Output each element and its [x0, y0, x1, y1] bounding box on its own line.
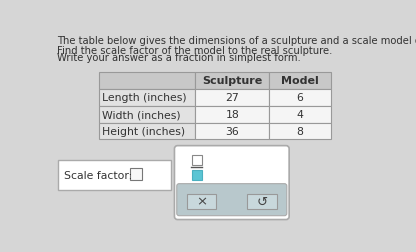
Bar	[191, 155, 202, 165]
Bar	[99, 72, 196, 89]
Bar	[99, 123, 196, 140]
Text: Scale factor:: Scale factor:	[64, 170, 132, 180]
Bar	[269, 123, 331, 140]
Bar	[269, 72, 331, 89]
Text: 8: 8	[297, 127, 303, 137]
Text: ×: ×	[196, 195, 207, 208]
Bar	[191, 170, 202, 180]
Text: Height (inches): Height (inches)	[102, 127, 186, 137]
Bar	[58, 161, 171, 190]
FancyBboxPatch shape	[174, 146, 289, 220]
Text: Write your answer as a fraction in simplest form.: Write your answer as a fraction in simpl…	[57, 53, 301, 63]
Text: Sculpture: Sculpture	[202, 76, 262, 86]
Text: Length (inches): Length (inches)	[102, 93, 187, 103]
Text: 18: 18	[225, 110, 239, 120]
Bar	[187, 194, 216, 209]
Bar	[99, 106, 196, 123]
Bar	[269, 89, 331, 106]
Bar	[196, 89, 269, 106]
Bar	[129, 168, 142, 181]
FancyBboxPatch shape	[177, 184, 287, 216]
Text: Model: Model	[281, 76, 319, 86]
Text: Width (inches): Width (inches)	[102, 110, 181, 120]
Bar	[269, 106, 331, 123]
Text: 36: 36	[225, 127, 239, 137]
Bar	[196, 106, 269, 123]
Bar	[196, 72, 269, 89]
Text: 27: 27	[225, 93, 239, 103]
Text: 4: 4	[297, 110, 303, 120]
Bar	[196, 123, 269, 140]
Text: 6: 6	[297, 93, 303, 103]
Bar	[247, 194, 277, 209]
Text: ↺: ↺	[256, 195, 267, 208]
Text: The table below gives the dimensions of a sculpture and a scale model of the scu: The table below gives the dimensions of …	[57, 36, 416, 46]
Bar	[99, 89, 196, 106]
Text: Find the scale factor of the model to the real sculpture.: Find the scale factor of the model to th…	[57, 46, 333, 55]
